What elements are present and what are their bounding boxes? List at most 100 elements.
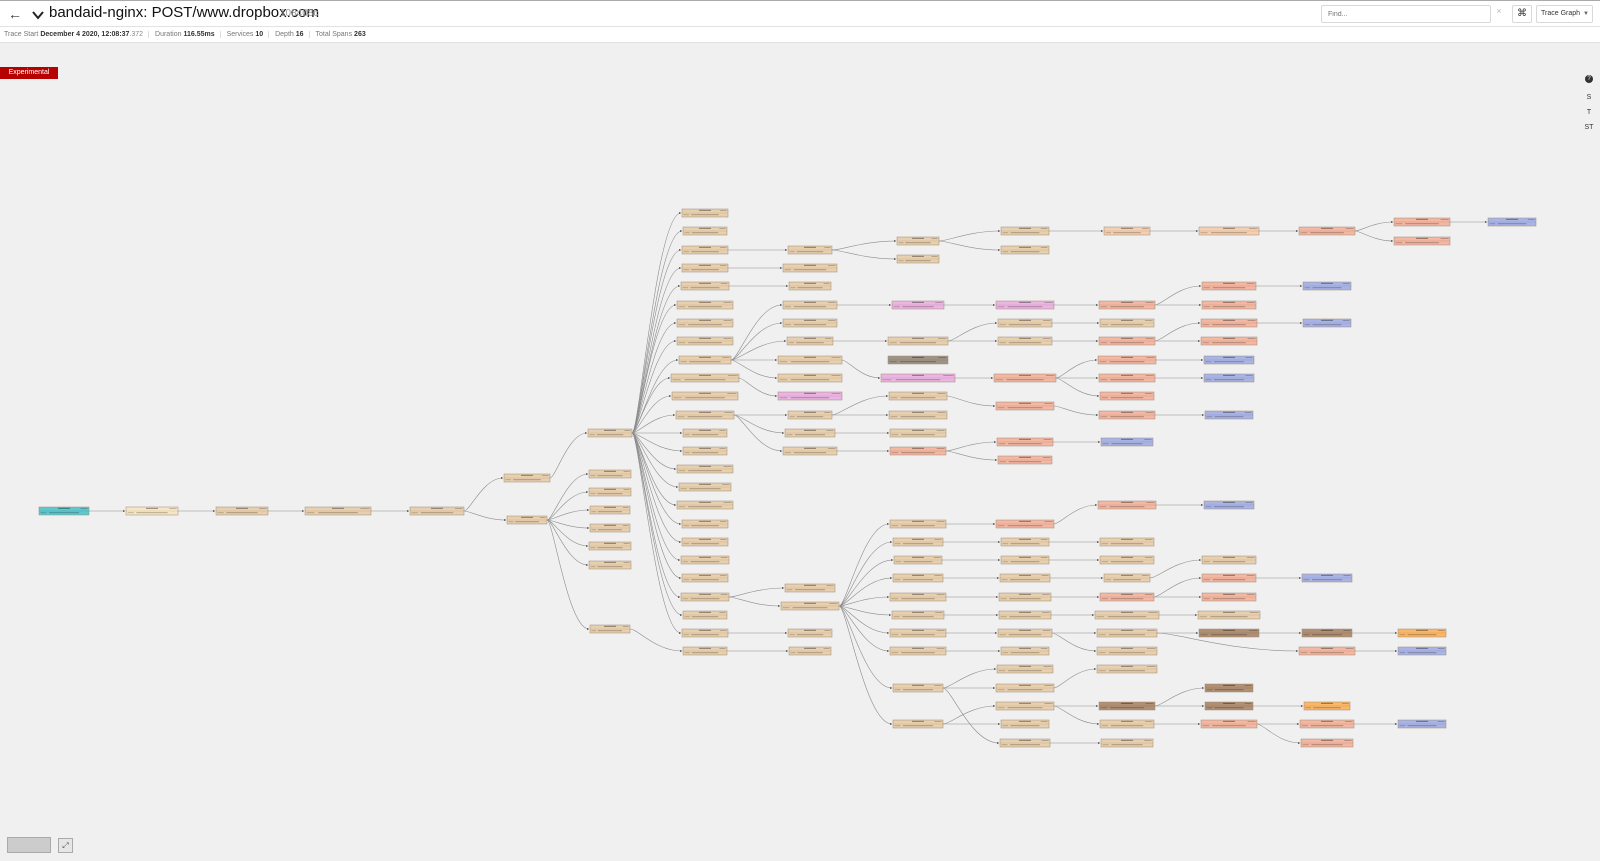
span-node[interactable]	[997, 336, 1053, 346]
span-node[interactable]	[1200, 318, 1258, 328]
span-node[interactable]	[887, 355, 949, 365]
span-node[interactable]	[1198, 628, 1260, 638]
span-node[interactable]	[1302, 281, 1352, 291]
span-node[interactable]	[588, 469, 632, 479]
span-node[interactable]	[780, 601, 840, 611]
span-node[interactable]	[676, 318, 734, 328]
span-node[interactable]	[1098, 410, 1156, 420]
span-node[interactable]	[1298, 646, 1356, 656]
span-node[interactable]	[787, 245, 833, 255]
span-node[interactable]	[1203, 355, 1255, 365]
span-node[interactable]	[675, 410, 735, 420]
span-node[interactable]	[787, 628, 833, 638]
span-node[interactable]	[38, 506, 90, 516]
span-node[interactable]	[676, 464, 734, 474]
span-node[interactable]	[1000, 245, 1050, 255]
span-node[interactable]	[680, 592, 730, 602]
span-node[interactable]	[125, 506, 179, 516]
span-node[interactable]	[681, 519, 729, 529]
span-node[interactable]	[889, 646, 947, 656]
span-node[interactable]	[588, 487, 632, 497]
scale-by-self-and-time-button[interactable]: ST	[1584, 124, 1594, 131]
span-node[interactable]	[1203, 500, 1255, 510]
span-node[interactable]	[1099, 719, 1155, 729]
span-node[interactable]	[671, 391, 739, 401]
span-node[interactable]	[788, 281, 832, 291]
collapse-toggle[interactable]	[32, 5, 46, 23]
span-node[interactable]	[1301, 573, 1353, 583]
span-node[interactable]	[995, 701, 1055, 711]
span-node[interactable]	[889, 628, 947, 638]
span-node[interactable]	[782, 318, 838, 328]
view-selector[interactable]: Trace Graph ▼	[1536, 5, 1593, 23]
span-node[interactable]	[998, 610, 1052, 620]
span-node[interactable]	[676, 500, 734, 510]
span-node[interactable]	[1201, 592, 1257, 602]
span-node[interactable]	[997, 628, 1053, 638]
span-node[interactable]	[993, 373, 1057, 383]
span-node[interactable]	[1099, 537, 1155, 547]
span-node[interactable]	[996, 664, 1054, 674]
span-node[interactable]	[1097, 500, 1157, 510]
span-node[interactable]	[681, 245, 729, 255]
span-node[interactable]	[782, 446, 838, 456]
span-node[interactable]	[1201, 555, 1257, 565]
span-node[interactable]	[1099, 555, 1155, 565]
scale-by-self-time-button[interactable]: S	[1586, 94, 1592, 101]
span-node[interactable]	[891, 610, 945, 620]
span-node[interactable]	[681, 263, 729, 273]
span-node[interactable]	[409, 506, 465, 516]
span-node[interactable]	[1096, 646, 1158, 656]
back-button[interactable]: ←	[6, 5, 24, 23]
span-node[interactable]	[889, 428, 947, 438]
span-node[interactable]	[1098, 701, 1156, 711]
span-node[interactable]	[892, 719, 944, 729]
span-node[interactable]	[1201, 281, 1257, 291]
span-node[interactable]	[1099, 391, 1155, 401]
span-node[interactable]	[678, 482, 732, 492]
span-node[interactable]	[1397, 719, 1447, 729]
span-node[interactable]	[777, 373, 843, 383]
span-node[interactable]	[999, 738, 1051, 748]
span-node[interactable]	[1303, 701, 1351, 711]
span-node[interactable]	[1203, 373, 1255, 383]
span-node[interactable]	[887, 336, 949, 346]
span-node[interactable]	[1096, 628, 1158, 638]
span-node[interactable]	[682, 428, 728, 438]
span-node[interactable]	[1397, 628, 1447, 638]
span-node[interactable]	[782, 300, 838, 310]
span-node[interactable]	[1000, 555, 1050, 565]
span-node[interactable]	[893, 555, 943, 565]
find-input[interactable]	[1321, 5, 1491, 23]
span-node[interactable]	[1300, 738, 1354, 748]
span-node[interactable]	[682, 610, 728, 620]
span-node[interactable]	[995, 519, 1055, 529]
span-node[interactable]	[896, 236, 940, 246]
span-node[interactable]	[506, 515, 548, 525]
span-node[interactable]	[680, 281, 730, 291]
span-node[interactable]	[889, 519, 947, 529]
span-node[interactable]	[997, 318, 1053, 328]
span-node[interactable]	[589, 523, 631, 533]
span-node[interactable]	[670, 373, 740, 383]
span-node[interactable]	[681, 573, 729, 583]
span-node[interactable]	[1000, 226, 1050, 236]
span-node[interactable]	[1097, 355, 1157, 365]
span-node[interactable]	[681, 537, 729, 547]
span-node[interactable]	[1098, 300, 1156, 310]
span-node[interactable]	[998, 592, 1052, 602]
span-node[interactable]	[891, 300, 945, 310]
span-node[interactable]	[1103, 226, 1151, 236]
help-button[interactable]: ?	[1578, 75, 1600, 90]
span-node[interactable]	[1201, 573, 1257, 583]
span-node[interactable]	[1197, 610, 1261, 620]
span-node[interactable]	[1204, 683, 1254, 693]
span-node[interactable]	[996, 437, 1054, 447]
span-node[interactable]	[782, 263, 838, 273]
span-node[interactable]	[888, 391, 948, 401]
span-node[interactable]	[896, 254, 940, 264]
span-node[interactable]	[788, 646, 832, 656]
span-node[interactable]	[787, 410, 833, 420]
span-node[interactable]	[1198, 226, 1260, 236]
